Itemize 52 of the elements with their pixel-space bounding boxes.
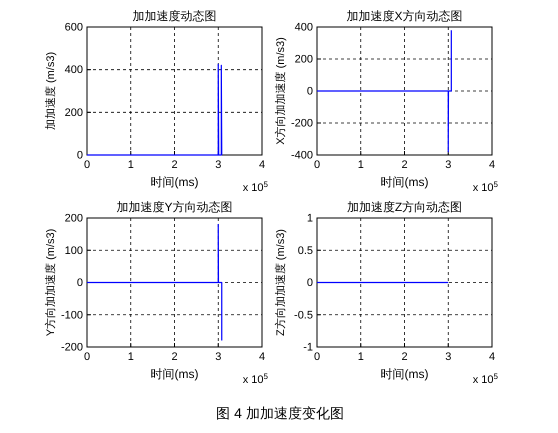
text: x 10$^{5}$ xyxy=(242,180,269,194)
y-tick-label: -400 xyxy=(290,150,313,162)
y-tick-label: 400 xyxy=(294,22,313,34)
y-tick-label: 0.5 xyxy=(298,244,313,257)
x-axis-title: 时间(ms) xyxy=(150,367,198,381)
y-tick-label: 0 xyxy=(76,150,83,162)
caption: 图 4 加加速度变化图 xyxy=(216,405,344,421)
x-tick-label: 1 xyxy=(358,350,364,363)
x-tick-label: 4 xyxy=(488,158,496,171)
y-tick-label: 0 xyxy=(306,86,313,98)
x-tick-label: 1 xyxy=(128,350,134,363)
y-tick-label: 200 xyxy=(64,212,83,225)
y-tick-label: 200 xyxy=(64,106,83,119)
x-tick-label: 1 xyxy=(128,158,134,171)
x-tick-label: 2 xyxy=(171,350,178,363)
x-tick-label: 2 xyxy=(401,158,408,171)
x-axis-title: 时间(ms) xyxy=(150,175,198,189)
x-tick-label: 2 xyxy=(401,350,408,363)
y-tick-label: 400 xyxy=(64,64,83,76)
y-tick-label: 0 xyxy=(306,277,313,290)
chart-title: 加加速度X方向动态图 xyxy=(346,9,463,23)
y-tick-label: -200 xyxy=(290,118,313,130)
y-tick-label: 200 xyxy=(294,54,313,66)
x-axis-title: 时间(ms) xyxy=(380,175,428,189)
y-axis-title: Z方向加加速度 (m/s3) xyxy=(274,229,287,336)
x-tick-label: 3 xyxy=(215,350,222,363)
y-axis-title: Y方向加加速度 (m/s3) xyxy=(44,228,57,336)
x-tick-label: 3 xyxy=(215,158,222,171)
x-tick-label: 2 xyxy=(171,158,178,171)
x-axis-title: 时间(ms) xyxy=(380,367,428,381)
y-axis-title: X方向加加速度 (m/s3) xyxy=(274,37,287,145)
y-tick-label: 1 xyxy=(306,212,313,225)
x-tick-label: 3 xyxy=(445,350,452,363)
x-tick-label: 3 xyxy=(445,158,452,171)
x-tick-label: 4 xyxy=(488,350,496,363)
y-axis-title: 加加速度 (m/s3) xyxy=(44,52,57,130)
x-tick-label: 4 xyxy=(258,158,266,171)
y-tick-label: 100 xyxy=(64,244,83,257)
x-tick-label: 1 xyxy=(358,158,364,171)
chart-title: 加加速度Y方向动态图 xyxy=(116,200,233,214)
text: x 10$^{5}$ xyxy=(472,372,499,386)
y-tick-label: -1 xyxy=(303,342,313,354)
y-tick-label: -200 xyxy=(60,342,83,354)
y-tick-label: -0.5 xyxy=(294,309,313,322)
y-tick-label: 0 xyxy=(76,277,83,290)
text: x 10$^{5}$ xyxy=(242,372,269,386)
y-tick-label: 600 xyxy=(64,22,83,34)
chart-title: 加加速度Z方向动态图 xyxy=(346,200,462,214)
y-tick-label: -100 xyxy=(60,309,83,322)
chart-title: 加加速度动态图 xyxy=(132,9,216,23)
x-tick-label: 4 xyxy=(258,350,266,363)
text: x 10$^{5}$ xyxy=(472,180,499,194)
